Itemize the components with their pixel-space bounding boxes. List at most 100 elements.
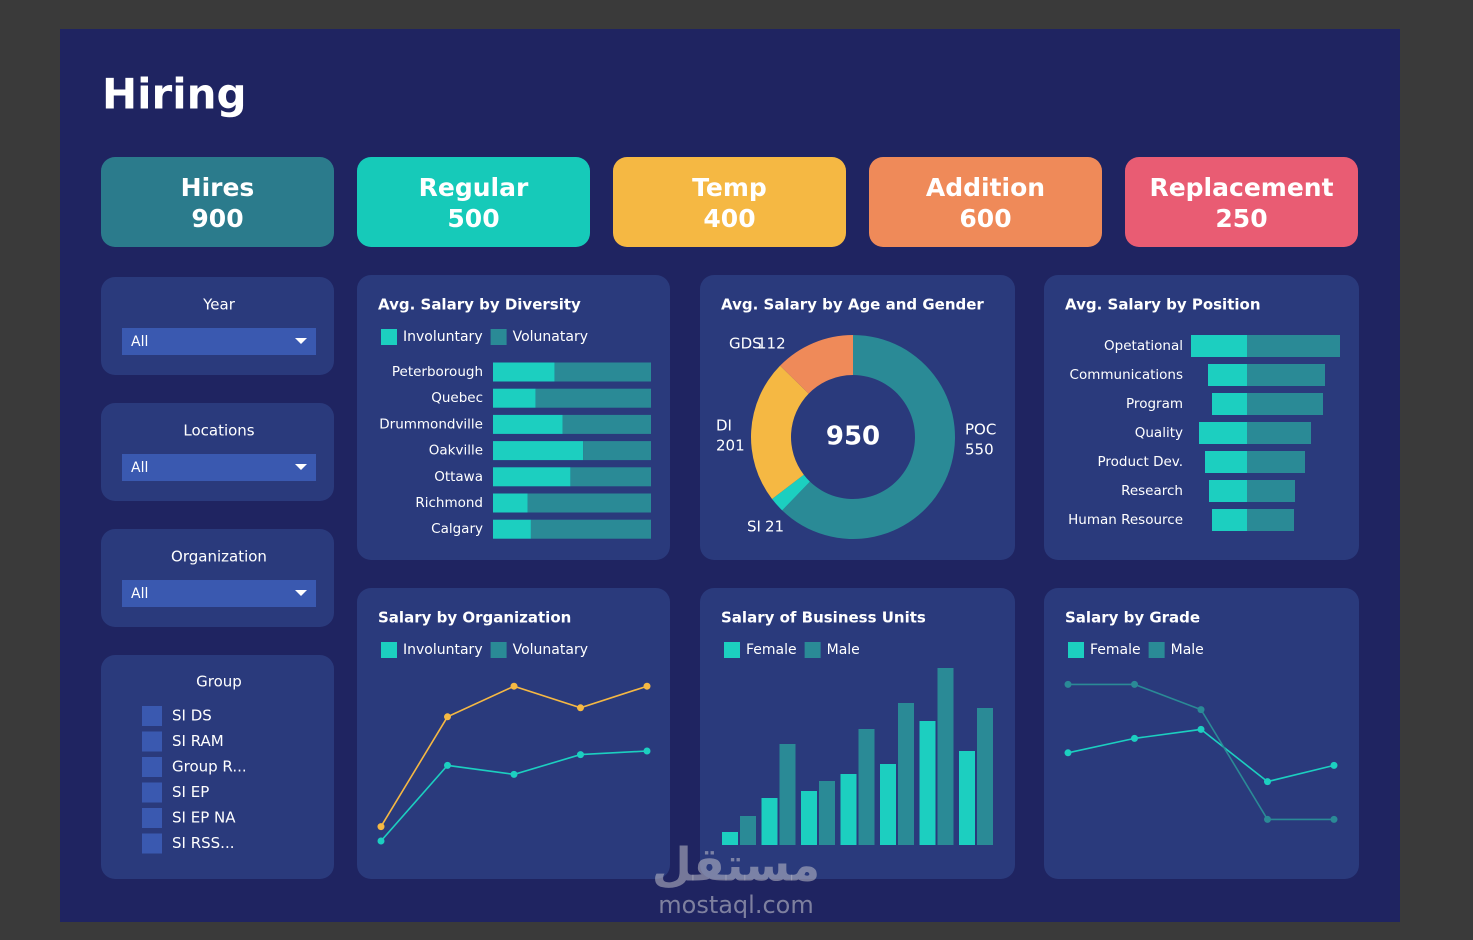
group-checkbox[interactable] (142, 731, 162, 752)
bar-left (1208, 364, 1247, 386)
line-point (1131, 680, 1138, 688)
bar-segment (493, 493, 528, 513)
kpi-card (869, 157, 1102, 247)
chart-title: Avg. Salary by Position (1065, 296, 1261, 314)
kpi-card (1125, 157, 1358, 247)
donut-slice (751, 365, 809, 500)
group-item: SI EP NA (172, 809, 236, 827)
donut-label-name: DI (716, 417, 732, 435)
group-item: SI DS (172, 707, 212, 725)
chart-panel (357, 588, 670, 879)
line-point (377, 823, 385, 831)
donut-total: 950 (826, 422, 880, 452)
chart-title: Avg. Salary by Diversity (378, 296, 581, 314)
chart-panel (700, 588, 1015, 879)
bar-segment (562, 414, 651, 434)
bar-category: Human Resource (1068, 512, 1183, 528)
filter-value: All (131, 334, 148, 350)
page-title: Hiring (102, 70, 247, 119)
kpi-value: 250 (1215, 204, 1267, 233)
filter-value: All (131, 586, 148, 602)
bar (801, 791, 817, 845)
bar-segment (493, 388, 536, 408)
bar-category: Research (1121, 483, 1183, 499)
group-item: Group R... (172, 758, 247, 776)
line-point (1330, 761, 1338, 769)
bar-segment (493, 467, 571, 487)
line-point (1264, 815, 1271, 823)
legend-label: Volunatary (513, 642, 588, 658)
line-point (1064, 749, 1072, 757)
line-point (510, 682, 518, 690)
bar-right (1247, 422, 1311, 444)
group-checkbox[interactable] (142, 757, 162, 777)
group-checkbox[interactable] (142, 833, 162, 854)
kpi-label: Regular (419, 173, 529, 202)
line-point (643, 747, 651, 755)
legend-swatch (724, 642, 740, 658)
bar-segment (493, 414, 563, 434)
bar-category: Opetational (1104, 338, 1183, 354)
line-point (444, 761, 451, 769)
bar (858, 729, 875, 845)
bar (919, 721, 936, 845)
bar-category: Oakville (429, 443, 483, 459)
bar-segment (530, 519, 651, 539)
line-point (1131, 734, 1138, 742)
line-point (1264, 778, 1271, 786)
bar-right (1247, 364, 1325, 386)
filter-dropdown[interactable] (122, 580, 316, 607)
kpi-label: Hires (181, 173, 255, 202)
legend-label: Volunatary (513, 329, 588, 345)
line-point (577, 751, 584, 759)
bar-category: Quality (1135, 425, 1183, 441)
bar-right (1247, 335, 1340, 357)
filter-panel (101, 529, 334, 627)
kpi-label: Temp (692, 173, 767, 202)
donut-label-name: POC (965, 421, 996, 439)
donut-label-value: 550 (965, 441, 994, 459)
watermark-latin: mostaql.com (658, 891, 813, 919)
bar-right (1247, 393, 1323, 415)
filter-dropdown[interactable] (122, 328, 316, 355)
bar-segment (583, 441, 651, 461)
group-checkbox[interactable] (142, 782, 162, 803)
bar (937, 668, 954, 845)
dropdown-arrow (295, 590, 307, 596)
bar-segment (527, 493, 651, 513)
kpi-value: 900 (191, 204, 243, 233)
filter-dropdown[interactable] (122, 454, 316, 481)
bar-right (1247, 480, 1295, 502)
filter-label: Organization (171, 548, 267, 566)
bar-segment (535, 388, 651, 408)
legend-swatch (490, 642, 507, 658)
line-point (377, 837, 385, 845)
bar (880, 764, 896, 845)
bar-category: Product Dev. (1098, 454, 1183, 470)
legend-label: Male (827, 642, 860, 658)
legend-label: Involuntary (403, 329, 483, 345)
bar-segment (493, 519, 531, 539)
bar-left (1212, 393, 1247, 415)
group-item: SI RSS... (172, 834, 234, 852)
line-point (1197, 725, 1205, 733)
bar (722, 832, 738, 845)
group-checkbox[interactable] (142, 808, 162, 828)
bar-category: Calgary (431, 521, 483, 537)
line-point (577, 704, 584, 712)
line-point (1197, 706, 1205, 714)
donut-label-value: 112 (757, 335, 786, 353)
legend-label: Involuntary (403, 642, 483, 658)
filter-value: All (131, 460, 148, 476)
line-point (643, 682, 651, 690)
donut-slice (782, 335, 956, 539)
chart-panel (1044, 588, 1359, 879)
group-checkbox[interactable] (142, 706, 162, 726)
group-item: SI RAM (172, 732, 224, 750)
filter-label: Locations (183, 422, 254, 440)
bar (959, 751, 975, 845)
group-item: SI EP (172, 783, 209, 801)
bar (898, 703, 914, 845)
